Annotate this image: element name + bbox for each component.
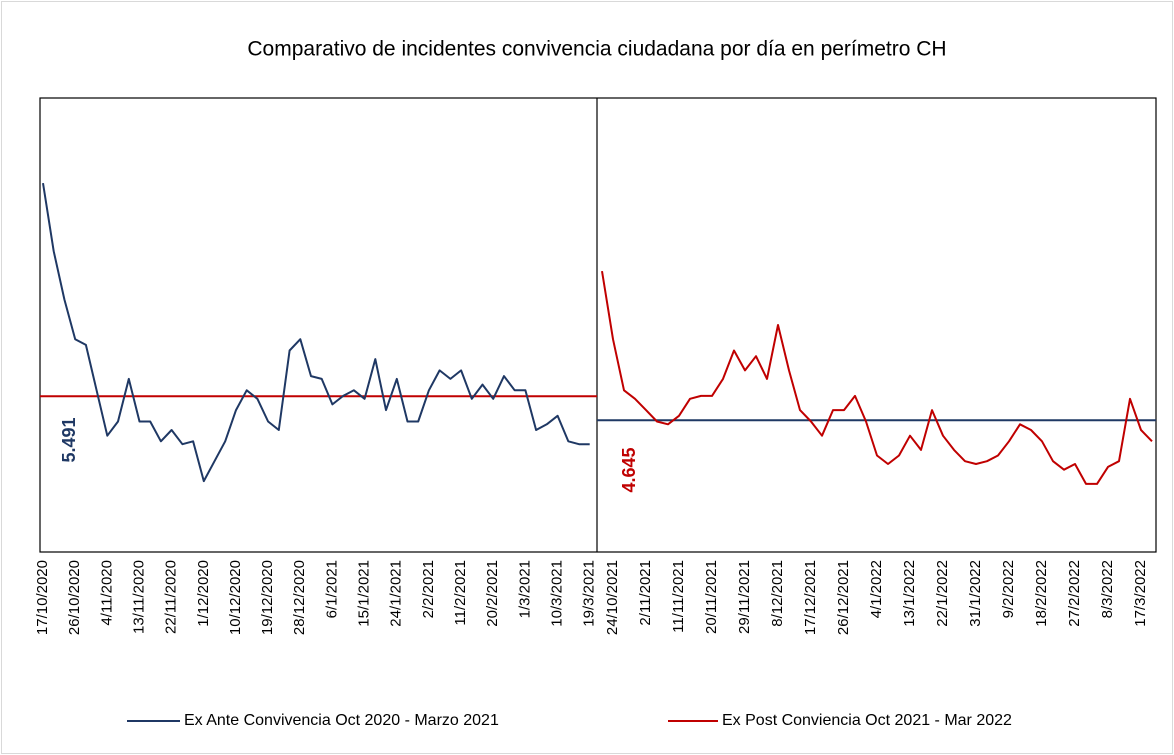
x-tick-label: 6/1/2021 — [323, 560, 340, 618]
x-tick-label: 4/11/2020 — [98, 560, 115, 626]
x-tick-label: 28/12/2020 — [291, 560, 308, 635]
x-tick-label: 20/2/2021 — [484, 560, 501, 627]
x-tick-label: 20/11/2021 — [703, 560, 720, 634]
x-tick-label: 11/11/2021 — [670, 560, 687, 633]
x-tick-label: 4/1/2022 — [868, 560, 885, 618]
legend-label: Ex Ante Convivencia Oct 2020 - Marzo 202… — [184, 712, 499, 729]
x-tick-label: 19/3/2021 — [581, 560, 598, 627]
x-tick-label: 15/1/2021 — [356, 560, 373, 627]
x-tick-label: 17/12/2021 — [802, 560, 819, 635]
data-line — [42, 182, 590, 483]
x-tick-label: 19/12/2020 — [259, 560, 276, 635]
x-tick-label: 8/12/2021 — [769, 560, 786, 627]
x-tick-label: 1/3/2021 — [516, 560, 533, 618]
x-tick-label: 9/2/2022 — [1000, 560, 1017, 618]
legend-label: Ex Post Conviencia Oct 2021 - Mar 2022 — [722, 712, 1012, 729]
x-tick-label: 17/3/2022 — [1132, 560, 1149, 627]
x-tick-label: 10/12/2020 — [227, 560, 244, 635]
x-tick-label: 2/11/2021 — [637, 560, 654, 626]
x-tick-label: 2/2/2021 — [420, 560, 437, 618]
chart-title: Comparativo de incidentes convivencia ci… — [247, 38, 946, 61]
x-tick-label: 26/12/2021 — [835, 560, 852, 635]
x-tick-label: 29/11/2021 — [736, 560, 753, 634]
x-tick-label: 18/2/2022 — [1033, 560, 1050, 627]
x-tick-label: 17/10/2020 — [34, 560, 51, 635]
x-tick-label: 31/1/2022 — [967, 560, 984, 627]
x-tick-label: 22/1/2022 — [934, 560, 951, 627]
x-tick-label: 26/10/2020 — [66, 560, 83, 635]
x-tick-label: 10/3/2021 — [549, 560, 566, 627]
x-tick-label: 27/2/2022 — [1066, 560, 1083, 627]
x-tick-label: 22/11/2020 — [163, 560, 180, 634]
x-tick-label: 13/1/2022 — [901, 560, 918, 627]
x-tick-label: 24/10/2021 — [604, 560, 621, 635]
plot-frame — [39, 97, 1157, 553]
mean-label: 4.645 — [619, 447, 639, 492]
mean-label: 5.491 — [59, 417, 79, 462]
x-tick-label: 24/1/2021 — [388, 560, 405, 627]
x-tick-label: 13/11/2020 — [130, 560, 147, 634]
x-tick-label: 1/12/2020 — [195, 560, 212, 627]
x-tick-label: 8/3/2022 — [1099, 560, 1116, 618]
data-line — [601, 270, 1153, 485]
x-tick-label: 11/2/2021 — [452, 560, 469, 626]
